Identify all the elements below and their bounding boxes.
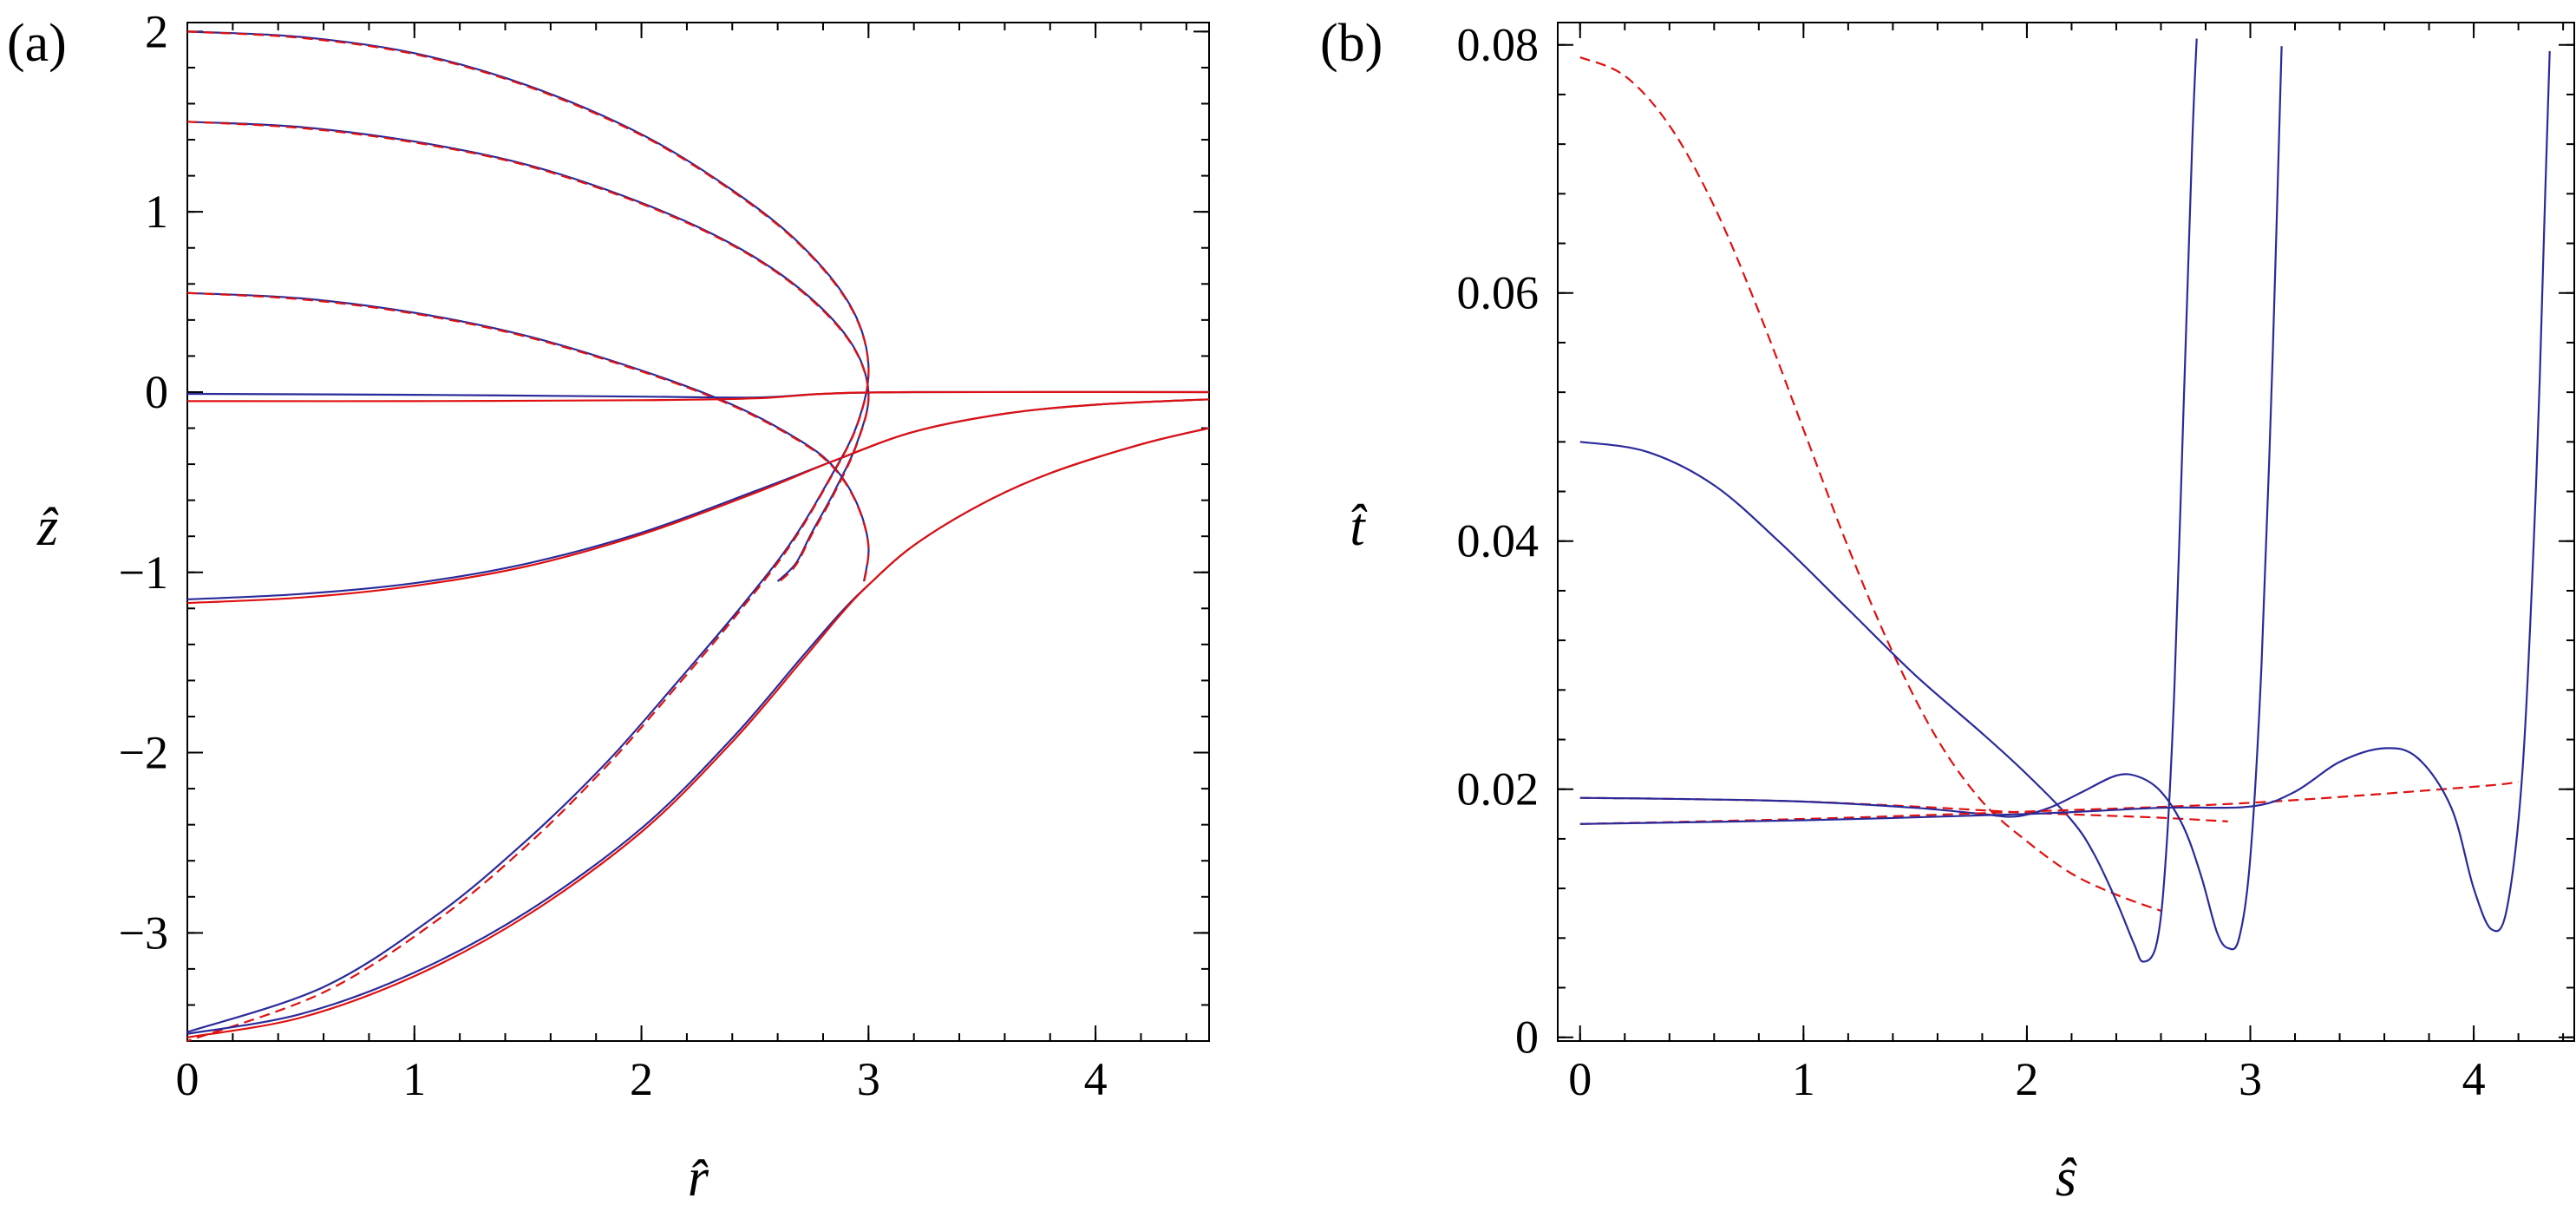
panel-a: 0 1 2 3 4 −3 −2 −1 0 1 2 (a) r̂ ẑ — [7, 5, 1210, 1208]
panel-b-ylabel: t̂ — [1350, 498, 1368, 557]
panel-b-xlabel: ŝ — [2056, 1149, 2077, 1208]
x-tick-label: 4 — [1084, 1053, 1108, 1105]
y-tick-label: −1 — [119, 547, 168, 599]
y-tick-label: 0.04 — [1457, 515, 1540, 567]
y-tick-label: 0.06 — [1457, 267, 1540, 319]
y-tick-label: 2 — [145, 5, 168, 57]
x-tick-label: 0 — [176, 1053, 199, 1105]
x-tick-label: 4 — [2462, 1053, 2486, 1105]
panel-a-tick-labels: 0 1 2 3 4 −3 −2 −1 0 1 2 — [119, 5, 1108, 1105]
y-tick-label: 0 — [1515, 1012, 1539, 1064]
y-tick-label: 0.02 — [1457, 763, 1540, 815]
panel-a-label: (a) — [7, 14, 67, 73]
panel-b-label: (b) — [1320, 14, 1383, 73]
y-tick-label: 0 — [145, 366, 168, 418]
series-line-3 — [186, 121, 870, 582]
panel-a-marks — [186, 30, 1210, 1043]
y-tick-label: 1 — [145, 186, 168, 238]
series-line-10 — [186, 398, 1210, 605]
series-line-4 — [186, 121, 870, 585]
series-line-2 — [186, 30, 870, 1043]
y-tick-label: −3 — [119, 907, 168, 959]
series-line-2 — [1579, 38, 2198, 963]
series-line-5 — [186, 291, 870, 582]
y-tick-label: 0.08 — [1457, 19, 1540, 71]
panel-b-tick-labels: 0 1 2 3 4 0 0.02 0.04 0.06 0.08 — [1457, 19, 2486, 1105]
panel-b-plot-frame — [1557, 22, 2575, 1042]
series-line-4 — [1579, 46, 2283, 951]
panel-a-ylabel: ẑ — [36, 498, 59, 557]
panel-b-marks — [1579, 38, 2551, 963]
panel-a-xlabel: r̂ — [688, 1149, 709, 1208]
panel-b: 0 1 2 3 4 0 0.02 0.04 0.06 0.08 (b) ŝ t̂ — [1320, 14, 2575, 1208]
panel-b-ticks — [1558, 23, 2574, 1041]
x-tick-label: 3 — [857, 1053, 880, 1105]
panel-a-ticks — [186, 23, 1209, 1042]
series-line-5 — [1579, 781, 2519, 825]
x-tick-label: 1 — [402, 1053, 426, 1105]
series-line-1 — [186, 30, 870, 1033]
series-line-9 — [186, 398, 1210, 600]
y-tick-label: −2 — [119, 727, 168, 779]
x-tick-label: 0 — [1568, 1053, 1592, 1105]
x-tick-label: 2 — [630, 1053, 653, 1105]
x-tick-label: 3 — [2239, 1053, 2262, 1105]
series-line-8 — [186, 390, 1210, 403]
panel-a-plot-frame — [186, 22, 1210, 1042]
series-line-6 — [186, 291, 870, 584]
x-tick-label: 2 — [2015, 1053, 2038, 1105]
series-line-12 — [186, 427, 1210, 1038]
x-tick-label: 1 — [1792, 1053, 1815, 1105]
series-line-11 — [186, 427, 1210, 1035]
series-line-6 — [1579, 50, 2551, 933]
series-line-1 — [1579, 56, 2161, 912]
